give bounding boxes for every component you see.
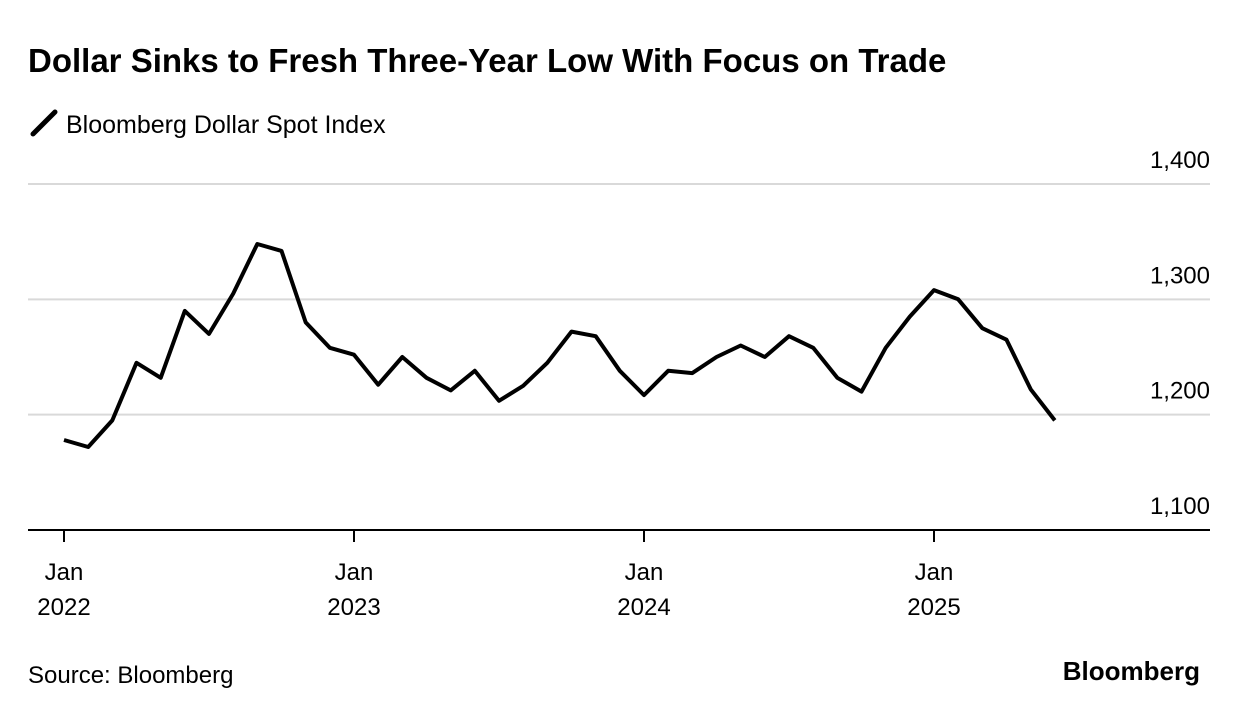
brand: Bloomberg [1063,656,1200,686]
x-tick-label: 2024 [617,594,670,621]
x-tick-label: 2025 [907,594,960,621]
y-tick-label: 1,300 [1150,262,1210,289]
source: Source: Bloomberg [28,662,233,689]
chart-title: Dollar Sinks to Fresh Three-Year Low Wit… [28,42,946,79]
series-line [63,242,1057,449]
y-tick-label: 1,100 [1150,493,1210,520]
x-tick-label: Jan [915,559,954,586]
y-tick-label: 1,200 [1150,378,1210,405]
x-tick-label: Jan [625,559,664,586]
x-tick-label: Jan [335,559,374,586]
legend-swatch [30,109,58,137]
x-tick-label: 2022 [37,594,90,621]
x-tick-label: 2023 [327,594,380,621]
x-tick-label: Jan [45,559,84,586]
y-tick-label: 1,400 [1150,147,1210,174]
legend-label: Bloomberg Dollar Spot Index [66,111,386,139]
